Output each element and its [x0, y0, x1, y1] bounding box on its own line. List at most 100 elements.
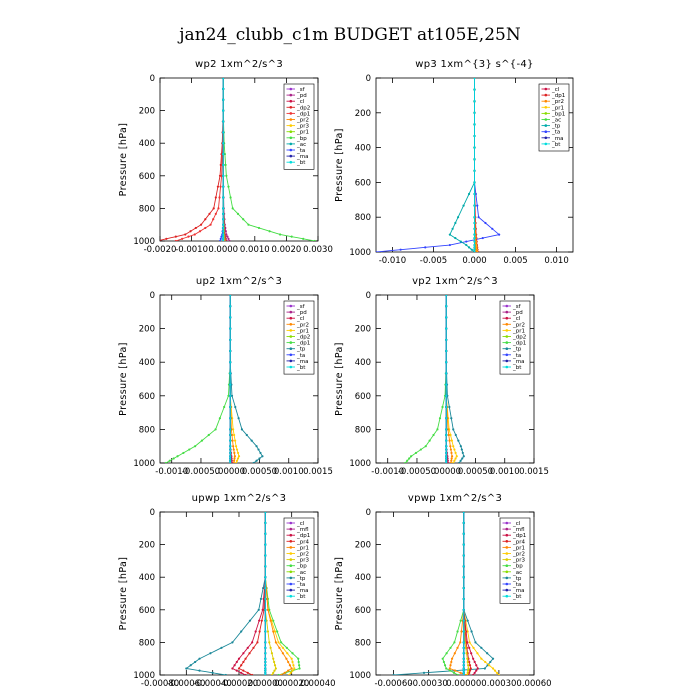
plot-frame: [159, 294, 319, 464]
data-point: [467, 246, 471, 249]
data-point: [462, 657, 465, 660]
x-tick-label: 0.0015: [519, 467, 549, 477]
data-point: [290, 667, 293, 670]
data-point: [453, 459, 456, 462]
data-point: [231, 439, 234, 442]
plot-frame: [375, 511, 535, 676]
data-point: [449, 448, 452, 451]
x-tick-label: 0.0030: [303, 245, 333, 255]
data-point: [285, 646, 288, 649]
data-point: [453, 448, 456, 451]
data-point: [188, 448, 191, 451]
y-tick-label: 0: [366, 74, 371, 84]
legend-marker: [505, 594, 509, 598]
legend-label: _dp1: [296, 341, 310, 347]
x-tick-label: 0.0010: [240, 245, 270, 255]
data-point: [291, 669, 294, 672]
data-point: [449, 664, 452, 667]
legend-marker: [544, 112, 548, 115]
legend-label: _pr4: [512, 539, 526, 545]
y-tick-label: 1000: [349, 459, 371, 469]
data-point: [222, 98, 225, 101]
data-point: [287, 673, 291, 675]
data-point: [470, 652, 473, 655]
data-point: [462, 646, 465, 649]
data-point: [235, 660, 238, 664]
data-point: [229, 295, 232, 297]
x-tick-label: -0.005: [420, 256, 447, 266]
data-point: [264, 667, 267, 670]
data-point: [218, 417, 221, 420]
data-point: [229, 305, 232, 308]
series-markers-bt: [462, 512, 465, 675]
legend-label: _tp: [512, 347, 522, 353]
data-point: [298, 667, 301, 670]
series-markers-tp: [448, 78, 476, 252]
data-point: [445, 394, 448, 397]
data-point: [473, 240, 476, 243]
data-point: [229, 457, 232, 460]
data-point: [466, 660, 469, 664]
legend-label: _tp: [296, 576, 306, 582]
legend-label: _sf: [296, 304, 306, 310]
data-point: [484, 660, 487, 664]
data-point: [486, 652, 489, 655]
data-point: [223, 405, 226, 409]
data-point: [225, 233, 228, 236]
data-point: [441, 657, 444, 660]
data-point: [468, 660, 471, 664]
legend-marker: [289, 570, 293, 574]
x-tick-label: 0.005: [503, 256, 527, 266]
data-point: [222, 142, 225, 145]
data-point: [290, 657, 293, 660]
data-point: [289, 671, 292, 674]
y-axis-label: Pressure [hPa]: [118, 342, 129, 416]
data-point: [424, 246, 427, 249]
data-point: [450, 439, 453, 442]
data-point: [266, 630, 270, 633]
y-tick-label: 800: [355, 638, 371, 648]
data-point: [473, 78, 476, 80]
legend-marker: [289, 136, 293, 140]
data-point: [462, 667, 465, 670]
legend-marker: [289, 118, 293, 121]
data-point: [445, 667, 448, 670]
data-point: [470, 248, 473, 251]
data-point: [257, 226, 261, 230]
data-point: [274, 641, 277, 644]
data-point: [214, 212, 217, 215]
series-markers-bt: [222, 78, 225, 241]
data-point: [462, 669, 465, 672]
data-point: [287, 669, 290, 672]
data-point: [261, 455, 264, 458]
data-point: [473, 660, 476, 664]
data-point: [276, 630, 279, 633]
x-tick-label: 0.00000: [248, 679, 283, 689]
data-point: [408, 457, 411, 460]
data-point: [459, 445, 462, 448]
data-point: [229, 461, 232, 463]
series-group: [392, 512, 500, 675]
legend-label: _bt: [551, 142, 561, 148]
y-tick-label: 0: [150, 508, 155, 518]
y-tick-label: 0: [150, 74, 155, 84]
data-point: [454, 221, 457, 225]
data-point: [229, 433, 232, 437]
data-point: [456, 673, 460, 675]
data-point: [211, 671, 214, 674]
data-point: [230, 394, 234, 397]
data-point: [278, 646, 281, 649]
data-point: [466, 669, 470, 672]
y-tick-label: 800: [355, 425, 371, 435]
data-point: [222, 207, 225, 210]
x-tick-label: 0.0000: [208, 245, 238, 255]
legend: _cl_dp1_pr2_pr1_bp1_ac_tp_ta_ma_bt: [538, 83, 570, 152]
data-point: [288, 664, 292, 667]
data-point: [229, 349, 232, 353]
data-point: [268, 230, 271, 233]
data-point: [414, 451, 418, 455]
x-tick-label: .00000: [215, 467, 245, 477]
data-point: [214, 196, 217, 199]
data-point: [264, 532, 267, 535]
legend-marker: [289, 87, 293, 91]
